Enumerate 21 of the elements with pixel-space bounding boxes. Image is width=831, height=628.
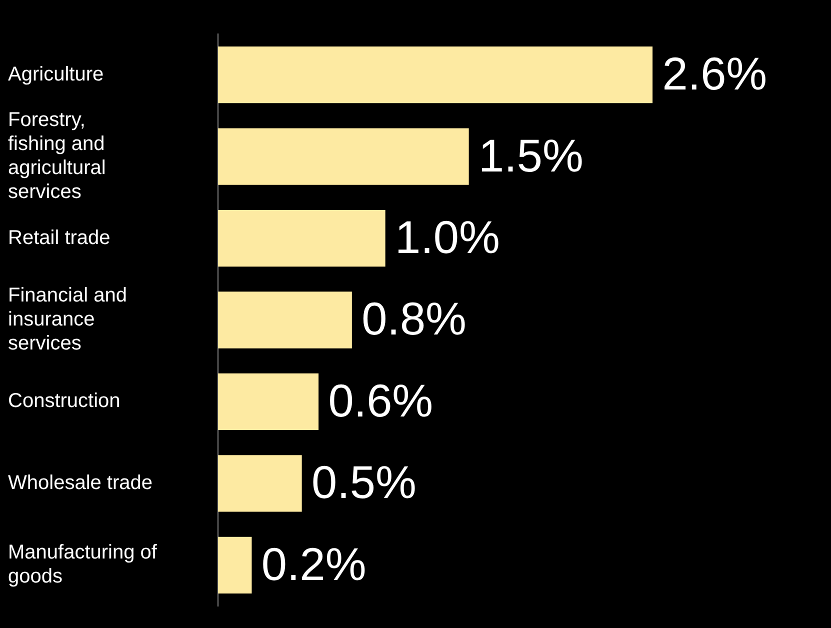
- y-tick-label: Manufacturing of goods: [8, 542, 158, 588]
- data-label: 0.5%: [312, 456, 416, 508]
- bar: [218, 46, 653, 104]
- data-label: 0.2%: [261, 538, 366, 590]
- y-tick-label: Financial and insurance services: [8, 284, 127, 355]
- bar: [218, 536, 252, 594]
- bar: [218, 292, 352, 348]
- bar: [218, 455, 302, 512]
- y-tick-label: Construction: [8, 390, 120, 412]
- y-tick-label: Agriculture: [8, 63, 104, 86]
- data-label: 2.6%: [662, 48, 768, 100]
- data-label: 0.6%: [328, 374, 434, 426]
- data-label: 1.0%: [395, 210, 500, 263]
- y-tick-label: Wholesale trade: [8, 472, 153, 494]
- bar: [218, 210, 386, 267]
- y-tick-label: Forestry, fishing and agricultural services: [8, 109, 106, 204]
- bar: [218, 373, 319, 430]
- data-label: 1.5%: [478, 129, 584, 182]
- data-label: 0.8%: [362, 292, 466, 345]
- bar: [218, 128, 469, 185]
- y-tick-label: Retail trade: [8, 226, 110, 249]
